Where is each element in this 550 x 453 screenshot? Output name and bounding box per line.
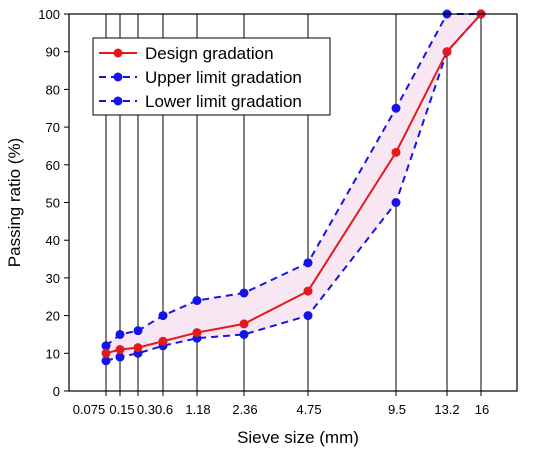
legend-box bbox=[92, 37, 331, 116]
y-tick-label: 20 bbox=[46, 309, 60, 324]
data-point bbox=[158, 311, 168, 321]
y-tick-label: 0 bbox=[53, 384, 60, 399]
y-tick-label: 70 bbox=[46, 120, 60, 135]
data-point bbox=[303, 311, 313, 321]
data-point bbox=[133, 343, 143, 353]
x-tick-label: 2.36 bbox=[232, 402, 257, 417]
data-point bbox=[101, 348, 111, 358]
data-point bbox=[391, 198, 401, 207]
data-point bbox=[239, 329, 249, 339]
data-point bbox=[391, 147, 401, 157]
legend-label: Lower limit gradation bbox=[145, 92, 302, 111]
limit-band bbox=[106, 14, 481, 361]
data-point bbox=[115, 329, 125, 339]
y-axis: 0 10 20 30 40 50 60 70 80 90 100 bbox=[38, 7, 69, 399]
legend-label: Design gradation bbox=[145, 44, 274, 63]
x-tick-label: 0.075 bbox=[73, 402, 106, 417]
data-point bbox=[442, 47, 452, 57]
legend-label: Upper limit gradation bbox=[145, 68, 302, 87]
data-point bbox=[115, 345, 125, 355]
x-tick-label: 0.30.6 bbox=[137, 402, 173, 417]
data-point bbox=[239, 319, 249, 329]
x-tick-label: 13.2 bbox=[434, 402, 459, 417]
band-fill bbox=[106, 14, 481, 361]
series-0 bbox=[101, 9, 486, 358]
y-tick-label: 30 bbox=[46, 271, 60, 286]
series-layer bbox=[101, 9, 486, 366]
data-point bbox=[133, 326, 143, 336]
y-tick-label: 90 bbox=[46, 45, 60, 60]
x-tick-label: 4.75 bbox=[296, 402, 321, 417]
series-1 bbox=[101, 9, 486, 351]
y-tick-label: 60 bbox=[46, 158, 60, 173]
y-tick-label: 80 bbox=[46, 82, 60, 97]
legend-marker bbox=[113, 48, 123, 58]
x-tick-label: 0.15 bbox=[109, 402, 134, 417]
data-point bbox=[192, 328, 202, 338]
data-point bbox=[115, 352, 125, 362]
x-tick-label: 16 bbox=[475, 402, 489, 417]
data-point bbox=[303, 258, 313, 268]
y-tick-label: 100 bbox=[38, 7, 60, 22]
data-point bbox=[391, 103, 401, 113]
x-tick-label: 9.5 bbox=[388, 402, 406, 417]
legend: Design gradation Upper limit gradation Low… bbox=[92, 37, 331, 116]
x-tick-label: 1.18 bbox=[185, 402, 210, 417]
legend-marker bbox=[113, 72, 123, 82]
y-axis-title: Passing ratio (%) bbox=[5, 138, 24, 267]
legend-marker bbox=[113, 96, 123, 106]
x-axis-title: Sieve size (mm) bbox=[237, 428, 359, 447]
data-point bbox=[192, 296, 202, 306]
data-point bbox=[101, 356, 111, 366]
data-point bbox=[239, 288, 249, 298]
data-point bbox=[158, 336, 168, 346]
series-line bbox=[105, 13, 481, 347]
data-point bbox=[101, 341, 111, 351]
data-point bbox=[303, 286, 313, 296]
y-tick-label: 50 bbox=[46, 196, 60, 211]
y-tick-label: 10 bbox=[46, 346, 60, 361]
y-tick-label: 40 bbox=[46, 233, 60, 248]
series-line bbox=[105, 13, 482, 355]
x-axis: 0.075 0.15 0.30.6 1.18 2.36 4.75 9.5 13.2 16 bbox=[73, 391, 489, 417]
